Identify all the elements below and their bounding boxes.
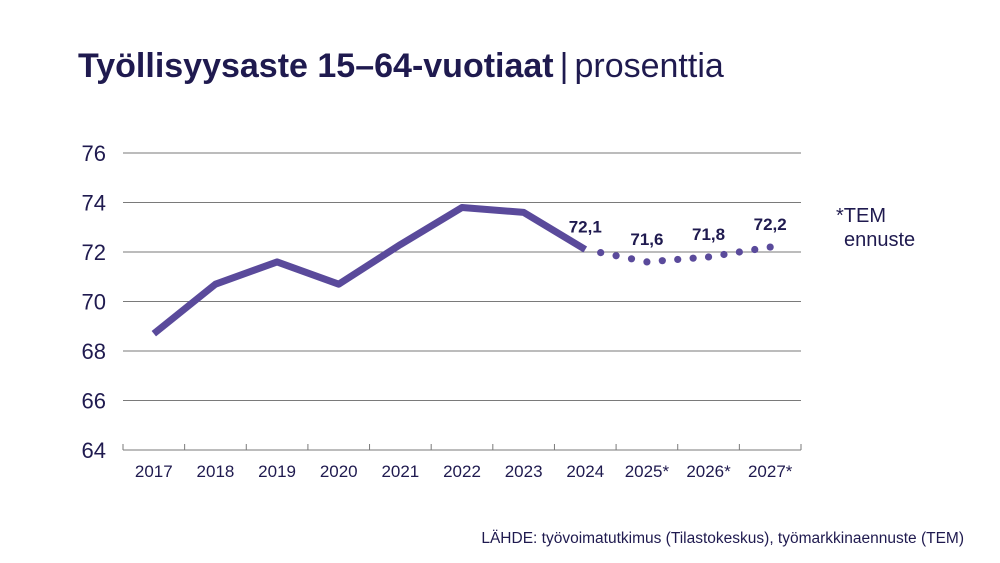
forecast-dot bbox=[597, 249, 605, 257]
chart-title-main: Työllisyysaste 15–64-vuotiaat bbox=[78, 47, 554, 85]
forecast-dot bbox=[704, 253, 713, 261]
x-tick-label: 2026* bbox=[686, 462, 731, 481]
x-tick-label: 2017 bbox=[135, 462, 173, 481]
series-line-actual bbox=[151, 203, 588, 337]
y-tick-label: 76 bbox=[82, 141, 106, 166]
x-tick-label: 2022 bbox=[443, 462, 481, 481]
y-tick-label: 68 bbox=[82, 339, 106, 364]
forecast-dot bbox=[751, 245, 759, 254]
data-label: 72,1 bbox=[569, 218, 602, 237]
x-axis-ticks: 2017 2018 2019 2020 2021 2022 2023 2024 2025* 202… bbox=[135, 462, 793, 481]
forecast-note: *TEM ennuste bbox=[836, 204, 915, 252]
forecast-dot bbox=[735, 248, 743, 256]
forecast-dot bbox=[643, 258, 651, 266]
y-tick-label: 74 bbox=[82, 191, 106, 216]
data-labels: 72,1 71,6 71,8 72,2 bbox=[569, 215, 787, 249]
forecast-dot bbox=[689, 254, 697, 262]
gridlines bbox=[123, 152, 801, 401]
x-tick-label: 2020 bbox=[320, 462, 358, 481]
x-tick-label: 2018 bbox=[197, 462, 235, 481]
x-tick-label: 2023 bbox=[505, 462, 543, 481]
forecast-dot bbox=[612, 252, 620, 260]
forecast-dot bbox=[720, 250, 728, 259]
y-tick-label: 70 bbox=[82, 290, 106, 315]
data-label: 71,6 bbox=[630, 230, 663, 249]
x-tick-label: 2024 bbox=[566, 462, 604, 481]
forecast-dot bbox=[674, 255, 682, 264]
forecast-dot bbox=[658, 257, 666, 265]
chart-title: Työllisyysaste 15–64-vuotiaat | prosenttia bbox=[78, 44, 724, 88]
forecast-dot bbox=[766, 243, 774, 251]
source-text: LÄHDE: työvoimatutkimus (Tilastokeskus),… bbox=[481, 530, 964, 547]
forecast-dot bbox=[627, 255, 636, 263]
series bbox=[151, 203, 774, 337]
forecast-note-line2: ennuste bbox=[844, 229, 916, 251]
y-tick-label: 72 bbox=[82, 240, 106, 265]
y-axis-ticks: 64 66 68 70 72 74 76 bbox=[82, 141, 106, 463]
data-label: 72,2 bbox=[754, 215, 787, 234]
title-separator: | bbox=[559, 47, 569, 85]
y-tick-label: 66 bbox=[82, 389, 106, 414]
data-label: 71,8 bbox=[692, 225, 725, 244]
x-tick-label: 2019 bbox=[258, 462, 296, 481]
x-tick-label: 2027* bbox=[748, 462, 793, 481]
x-tick-label: 2025* bbox=[625, 462, 670, 481]
forecast-note-line1: *TEM bbox=[836, 205, 886, 227]
chart-title-unit: prosenttia bbox=[574, 47, 724, 85]
x-axis bbox=[122, 444, 802, 451]
y-tick-label: 64 bbox=[82, 438, 106, 463]
x-tick-label: 2021 bbox=[381, 462, 419, 481]
